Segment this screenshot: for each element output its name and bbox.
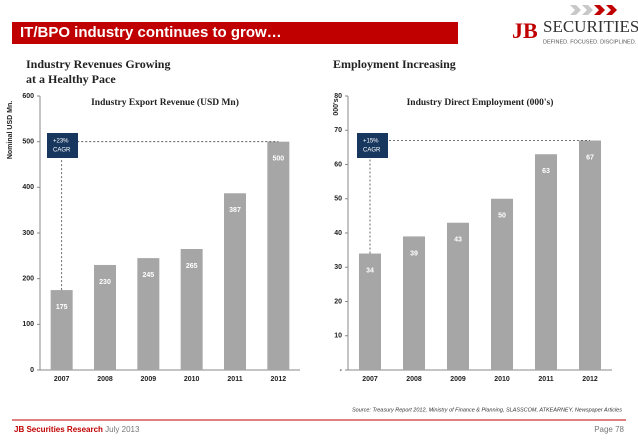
bar-value-label: 230	[99, 279, 111, 286]
bar-value-label: 265	[186, 263, 198, 270]
bar-value-label: 67	[586, 154, 594, 161]
bar-value-label: 39	[410, 250, 418, 257]
x-tick-label: 2010	[184, 376, 200, 383]
bar	[180, 248, 203, 370]
footer-text: JB Securities Research July 2013	[14, 425, 140, 434]
x-tick-label: 2007	[362, 376, 378, 383]
cagr-label: CAGR	[363, 148, 381, 154]
x-tick-label: 2011	[538, 376, 553, 383]
y-tick-label: 80	[334, 93, 342, 100]
y-tick-label: 30	[334, 264, 342, 271]
chart-title: Industry Direct Employment (000's)	[407, 97, 554, 108]
cagr-label: +23%	[53, 139, 69, 145]
section-title: Employment Increasing	[333, 57, 456, 71]
footer-brand: JB Securities Research	[14, 425, 103, 434]
y-tick-label: -	[340, 367, 343, 374]
bar-value-label: 50	[498, 213, 506, 220]
cagr-box	[357, 133, 388, 158]
x-tick-label: 2009	[450, 376, 466, 383]
y-tick-label: 40	[334, 230, 342, 237]
bar-value-label: 245	[142, 272, 154, 279]
x-tick-label: 2007	[54, 376, 70, 383]
bar	[137, 258, 160, 370]
y-tick-label: 0	[30, 367, 34, 374]
x-tick-label: 2009	[141, 376, 157, 383]
y-tick-label: 20	[334, 298, 342, 305]
x-tick-label: 2010	[494, 376, 510, 383]
header-title: IT/BPO industry continues to grow…	[20, 24, 282, 41]
bar-value-label: 175	[56, 304, 68, 311]
bar-value-label: 500	[272, 156, 284, 163]
bar-value-label: 387	[229, 207, 241, 214]
bar-value-label: 43	[454, 237, 462, 244]
bar	[535, 154, 557, 370]
bar	[359, 253, 381, 370]
bar-value-label: 63	[542, 168, 550, 175]
section-title: Industry Revenues Growing	[26, 57, 170, 71]
cagr-label: CAGR	[53, 148, 71, 154]
logo-name: SECURITIES	[543, 17, 638, 36]
x-tick-label: 2008	[406, 376, 422, 383]
section-title: at a Healthy Pace	[26, 72, 116, 86]
y-tick-label: 400	[22, 184, 34, 191]
y-tick-label: 300	[22, 230, 34, 237]
y-tick-label: 50	[334, 196, 342, 203]
bar	[403, 236, 425, 370]
footer-date: July 2013	[105, 425, 140, 434]
source-note: Source: Treasury Report 2012, Ministry o…	[352, 407, 622, 413]
y-tick-label: 60	[334, 161, 342, 168]
bar	[224, 193, 246, 370]
cagr-label: +15%	[363, 139, 379, 145]
y-tick-label: 10	[334, 333, 342, 340]
bar	[267, 141, 290, 370]
header-bar	[12, 22, 458, 44]
y-axis-label: Nominal USD Mn.	[7, 101, 14, 159]
y-tick-label: 600	[22, 93, 34, 100]
bar-value-label: 34	[366, 267, 374, 274]
bar	[447, 222, 469, 370]
logo-jb: JB	[512, 18, 538, 43]
chart-title: Industry Export Revenue (USD Mn)	[91, 97, 239, 108]
header-arrows	[570, 5, 617, 15]
y-axis-label: 000's	[333, 98, 340, 115]
x-tick-label: 2012	[582, 376, 598, 383]
y-tick-label: 100	[22, 321, 34, 328]
y-tick-label: 70	[334, 127, 342, 134]
bar	[491, 198, 513, 370]
y-tick-label: 200	[22, 276, 34, 283]
x-tick-label: 2008	[97, 376, 113, 383]
logo-tagline: DEFINED. FOCUSED. DISCIPLINED.	[543, 39, 637, 45]
bar	[94, 264, 116, 370]
y-tick-label: 500	[22, 139, 34, 146]
bar	[50, 290, 73, 370]
x-tick-label: 2011	[227, 376, 242, 383]
page-number: Page 78	[594, 425, 624, 434]
x-tick-label: 2012	[271, 376, 287, 383]
bar	[579, 140, 601, 370]
cagr-box	[47, 133, 78, 158]
